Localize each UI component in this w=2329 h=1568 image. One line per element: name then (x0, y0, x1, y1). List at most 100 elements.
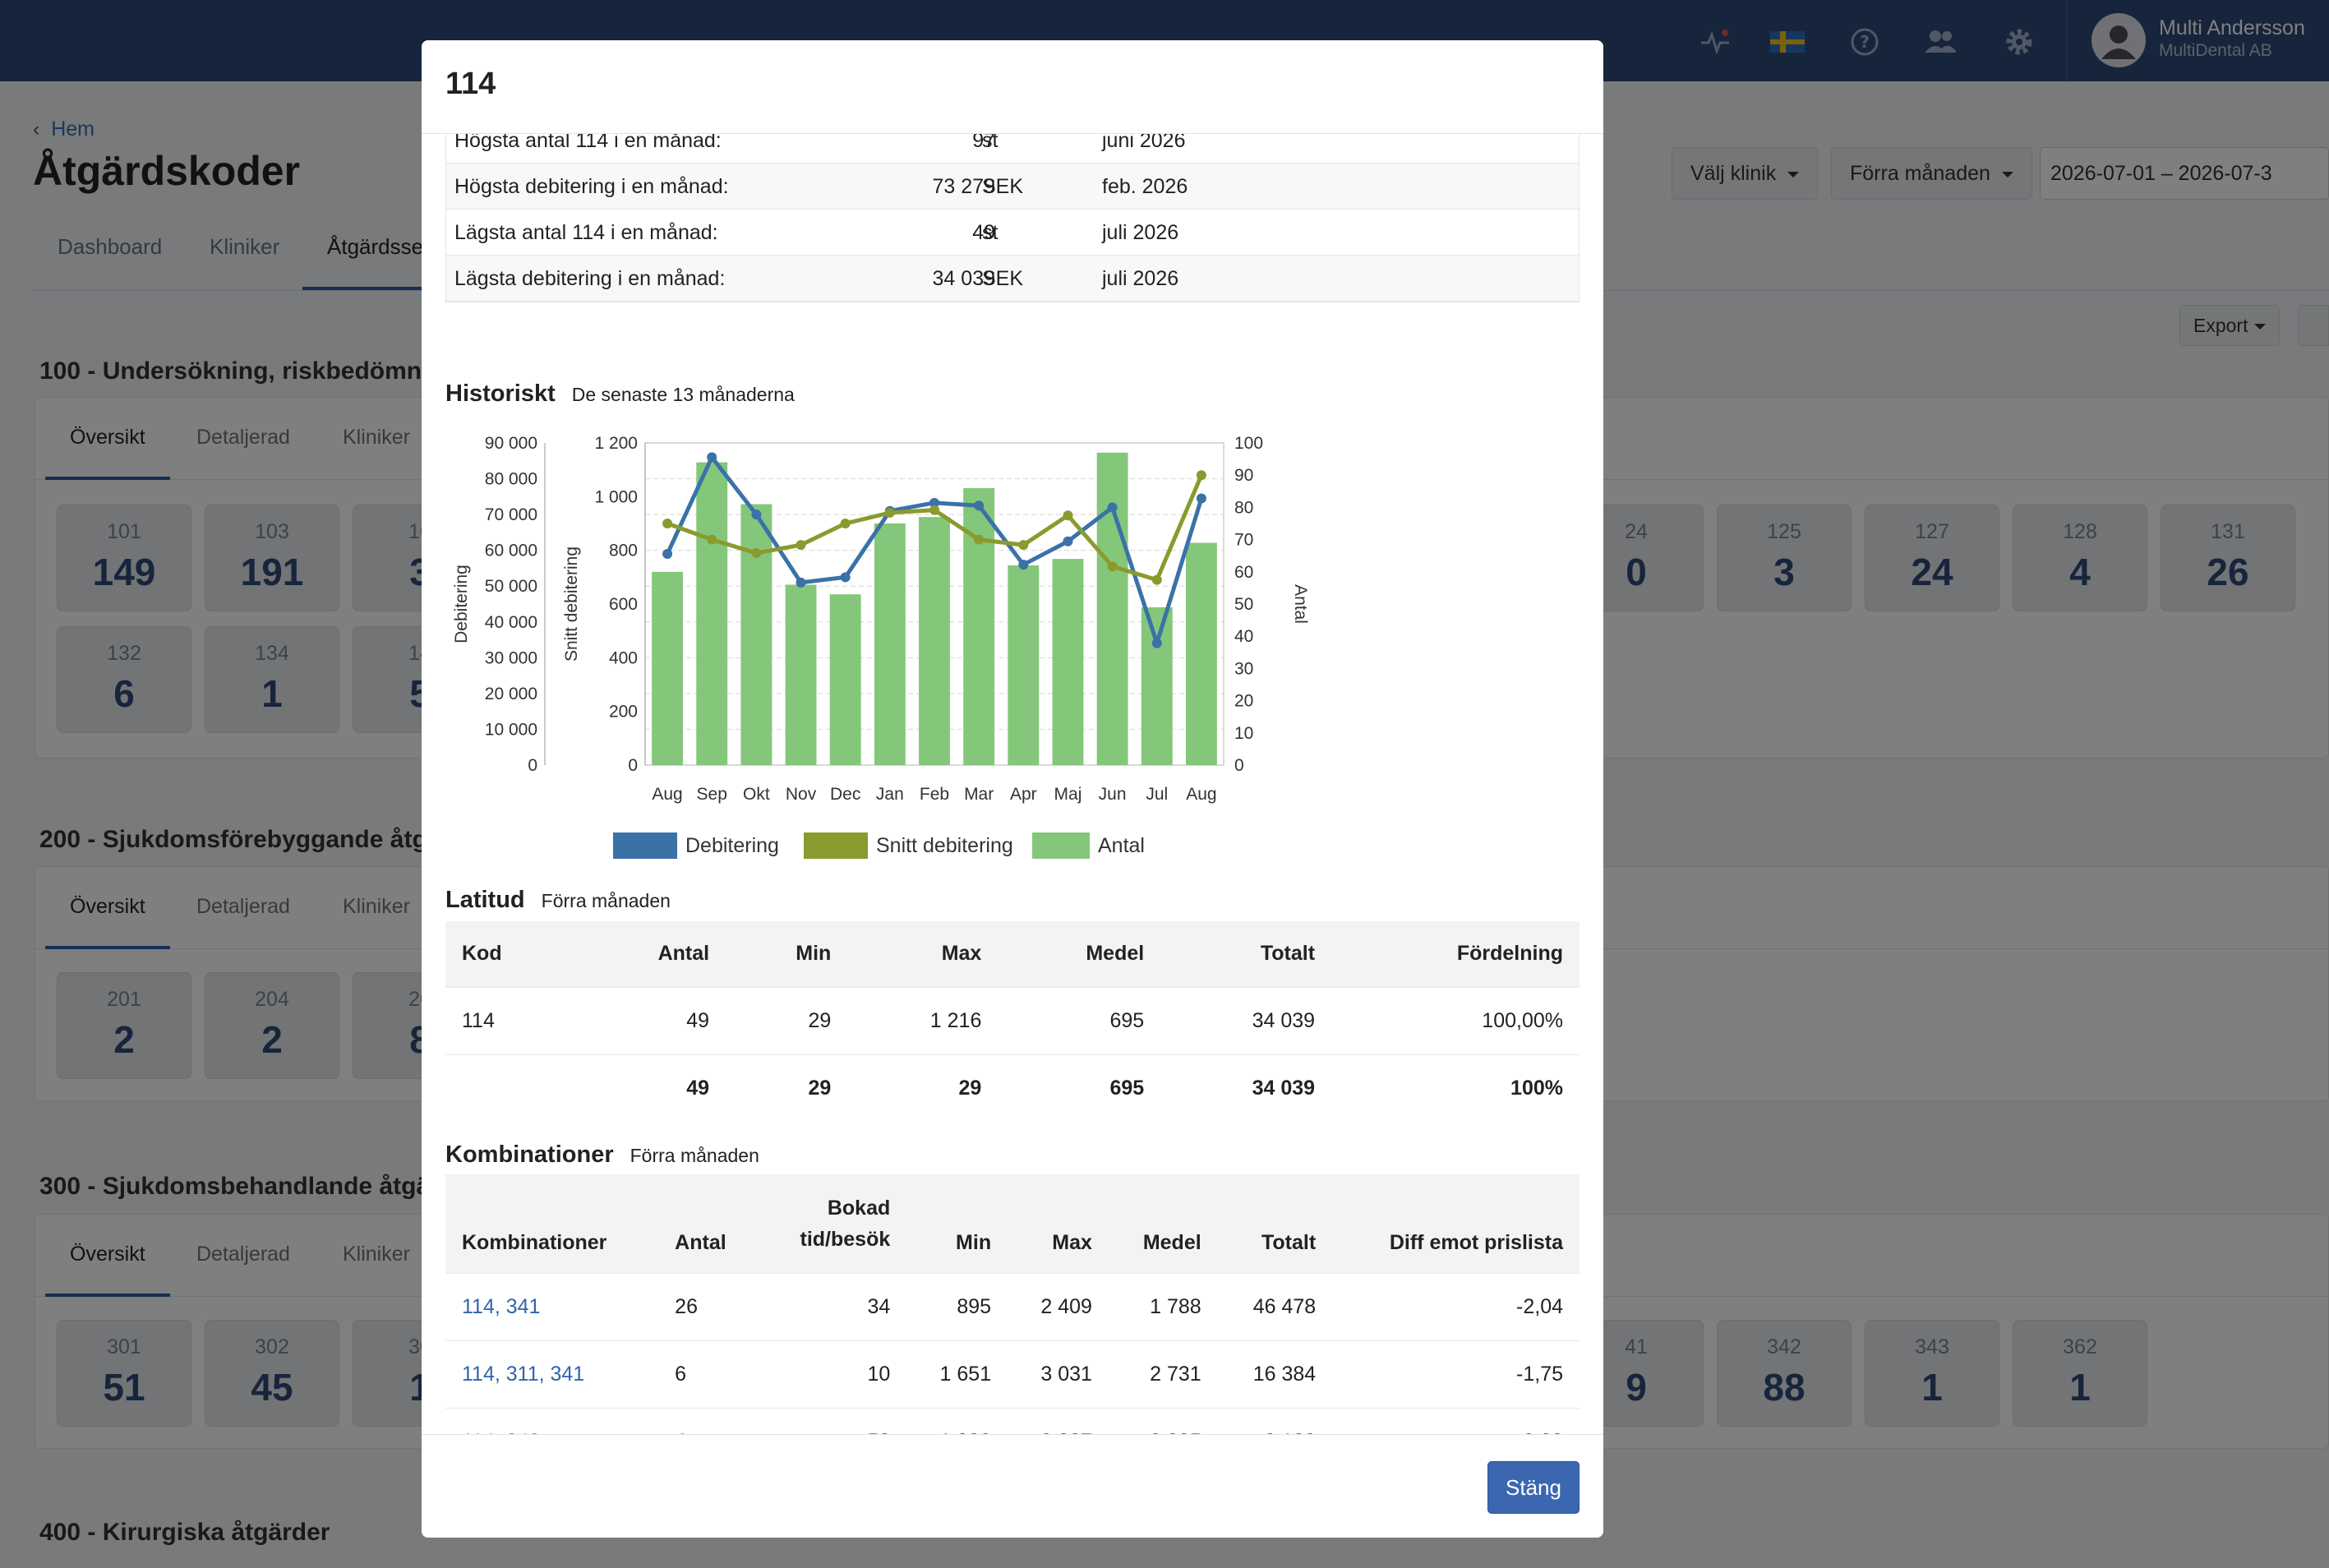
left-axis-tick-label: 80 000 (485, 470, 537, 489)
stats-table: Högsta antal 114 i en månad: 97 st juni … (445, 134, 1580, 302)
history-chart-svg: 0 10 000 20 000 30 000 40 000 50 000 60 000 70 … (452, 434, 1310, 859)
point-debitering (929, 497, 939, 508)
combination-link[interactable]: 114, 341 (445, 1272, 659, 1340)
right-axis-tick-label: 30 (1234, 659, 1253, 678)
x-axis-tick-label: Apr (1010, 785, 1037, 804)
modal-header: 114 (422, 40, 1603, 134)
legend-antal-label: Antal (1098, 834, 1145, 857)
legend-snitt-debitering-swatch (804, 832, 868, 859)
x-axis-tick-label: Mar (964, 785, 994, 804)
right-axis-tick-label: 0 (1234, 756, 1244, 775)
table-cell: 29 (847, 1054, 998, 1122)
table-cell: 1 651 (906, 1340, 1008, 1408)
stat-label: Högsta debitering i en månad: (454, 175, 729, 198)
left-axis-tick-label: 20 000 (485, 685, 537, 703)
history-chart: 0 10 000 20 000 30 000 40 000 50 000 60 000 70 … (445, 413, 1349, 890)
modal-title: 114 (445, 67, 496, 101)
column-header[interactable]: Max (847, 921, 998, 987)
point-snitt-debitering (1018, 540, 1029, 551)
point-snitt-debitering (1107, 561, 1118, 572)
column-header[interactable]: Antal (575, 921, 726, 987)
right-axis-title: Antal (1291, 584, 1310, 624)
point-debitering (1018, 560, 1029, 570)
right-axis-tick-label: 50 (1234, 595, 1253, 614)
x-axis-tick-label: Nov (786, 785, 817, 804)
code-detail-modal: 114 Högsta antal 114 i en månad: 97 st j… (422, 40, 1603, 1538)
stat-value: 73 279 (932, 175, 995, 198)
column-header[interactable]: Totalt (1217, 1174, 1333, 1273)
combination-link[interactable]: 114, 311, 341 (445, 1340, 659, 1408)
point-debitering (840, 572, 851, 583)
column-header[interactable]: Diff emot prislista (1332, 1174, 1580, 1273)
middle-axis-tick-label: 0 (628, 756, 638, 775)
column-header[interactable]: Totalt (1160, 921, 1332, 987)
column-header[interactable]: Fördelning (1331, 921, 1580, 987)
table-header-row: Kombinationer Antal Bokad tid/besök Min M… (445, 1174, 1580, 1273)
point-debitering (974, 500, 985, 511)
column-header[interactable]: Min (906, 1174, 1008, 1273)
x-axis-tick-label: Jul (1146, 785, 1168, 804)
point-snitt-debitering (929, 505, 939, 515)
table-cell: 29 (726, 986, 848, 1054)
right-axis-tick-label: 10 (1234, 724, 1253, 743)
left-axis-tick-label: 10 000 (485, 720, 537, 739)
point-debitering (751, 510, 762, 520)
point-debitering (1063, 536, 1073, 546)
stat-value: 97 (972, 134, 995, 152)
right-axis-tick-label: 20 (1234, 692, 1253, 711)
table-header-row: Kod Antal Min Max Medel Totalt Fördelnin… (445, 921, 1580, 987)
column-header[interactable]: Min (726, 921, 848, 987)
table-cell: 29 (726, 1054, 848, 1122)
x-axis-tick-label: Feb (920, 785, 949, 804)
table-cell (445, 1054, 576, 1122)
bar-antal (1185, 542, 1217, 765)
x-axis-tick-label: Dec (830, 785, 860, 804)
table-cell: 26 (658, 1272, 759, 1340)
latitud-table: Kod Antal Min Max Medel Totalt Fördelnin… (445, 921, 1580, 1122)
table-cell: 2 731 (1108, 1340, 1218, 1408)
middle-axis-tick-label: 400 (609, 648, 638, 667)
table-cell: 49 (575, 986, 726, 1054)
bar-antal (1141, 606, 1173, 765)
column-header[interactable]: Medel (1108, 1174, 1218, 1273)
table-cell: 1 788 (1108, 1272, 1218, 1340)
x-axis-tick-label: Aug (1186, 785, 1216, 804)
kombinationer-table: Kombinationer Antal Bokad tid/besök Min M… (445, 1174, 1580, 1475)
table-cell: -2,04 (1332, 1272, 1580, 1340)
left-axis-title: Debitering (452, 565, 471, 643)
column-header[interactable]: Bokad tid/besök (759, 1174, 907, 1273)
bar-antal (785, 584, 817, 765)
left-axis-tick-label: 0 (528, 756, 537, 775)
left-axis-tick-label: 30 000 (485, 648, 537, 667)
table-cell: 100% (1331, 1054, 1580, 1122)
bar-antal (1052, 559, 1084, 765)
x-axis-tick-label: Okt (743, 785, 770, 804)
column-header[interactable]: Medel (998, 921, 1161, 987)
point-snitt-debitering (884, 507, 895, 518)
column-header[interactable]: Max (1008, 1174, 1109, 1273)
bar-antal (963, 487, 995, 765)
middle-axis-tick-label: 600 (609, 595, 638, 614)
table-row: 114 49 29 1 216 695 34 039 100,00% (445, 986, 1580, 1054)
column-header[interactable]: Antal (658, 1174, 759, 1273)
table-cell: 6 (658, 1340, 759, 1408)
bar-antal (1096, 452, 1128, 765)
table-cell: 49 (575, 1054, 726, 1122)
point-debitering (707, 452, 717, 463)
table-total-row: 49 29 29 695 34 039 100% (445, 1054, 1580, 1122)
point-snitt-debitering (796, 540, 806, 551)
table-cell: 114 (445, 986, 576, 1054)
point-snitt-debitering (1151, 574, 1162, 585)
close-button[interactable]: Stäng (1487, 1461, 1580, 1514)
stat-unit: st (982, 134, 998, 152)
bar-antal (919, 517, 950, 765)
column-header[interactable]: Kombinationer (445, 1174, 659, 1273)
table-cell: 695 (998, 1054, 1161, 1122)
table-row: 114, 311, 341 6 10 1 651 3 031 2 731 16 … (445, 1340, 1580, 1408)
history-title: Historiskt (445, 380, 556, 407)
modal-body[interactable]: Högsta antal 114 i en månad: 97 st juni … (422, 134, 1603, 1475)
stat-row: Lägsta debitering i en månad: 34 039 SEK… (446, 256, 1579, 302)
kombinationer-heading: Kombinationer Förra månaden (445, 1141, 759, 1169)
stat-date: juli 2026 (1102, 221, 1179, 244)
column-header[interactable]: Kod (445, 921, 576, 987)
